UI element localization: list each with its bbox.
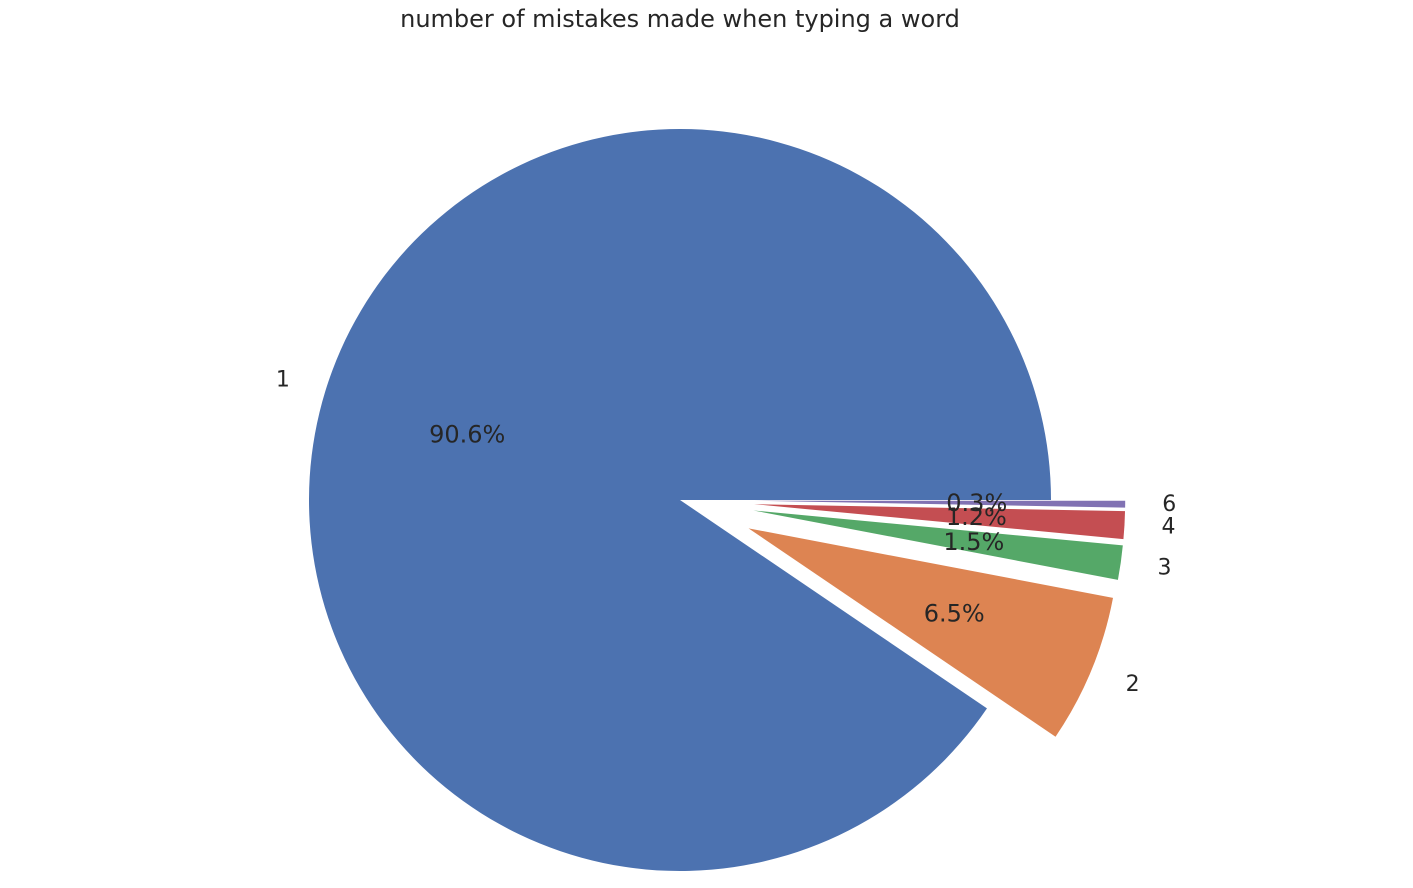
percent-label-2: 6.5% — [924, 599, 985, 627]
percent-label-1: 90.6% — [429, 421, 505, 449]
pie-slices — [309, 128, 1126, 871]
slice-label-4: 4 — [1162, 515, 1176, 540]
chart-title: number of mistakes made when typing a wo… — [400, 5, 960, 33]
pie-slice-4 — [754, 504, 1126, 540]
pie-slice-2 — [748, 528, 1114, 737]
slice-label-2: 2 — [1126, 672, 1140, 697]
pie-slice-1 — [309, 128, 1051, 871]
percent-label-6: 0.3% — [946, 489, 1007, 517]
slice-label-1: 1 — [276, 368, 290, 393]
slice-label-3: 3 — [1157, 555, 1171, 580]
percent-label-4: 1.2% — [946, 503, 1007, 531]
pie-labels: 1 90.6% 2 6.5% 3 1.5% 4 1.2% 6 0.3% — [276, 368, 1176, 697]
percent-label-3: 1.5% — [943, 528, 1004, 556]
pie-slice-6 — [754, 500, 1126, 508]
slice-label-6: 6 — [1162, 492, 1176, 517]
pie-slice-3 — [753, 510, 1123, 580]
